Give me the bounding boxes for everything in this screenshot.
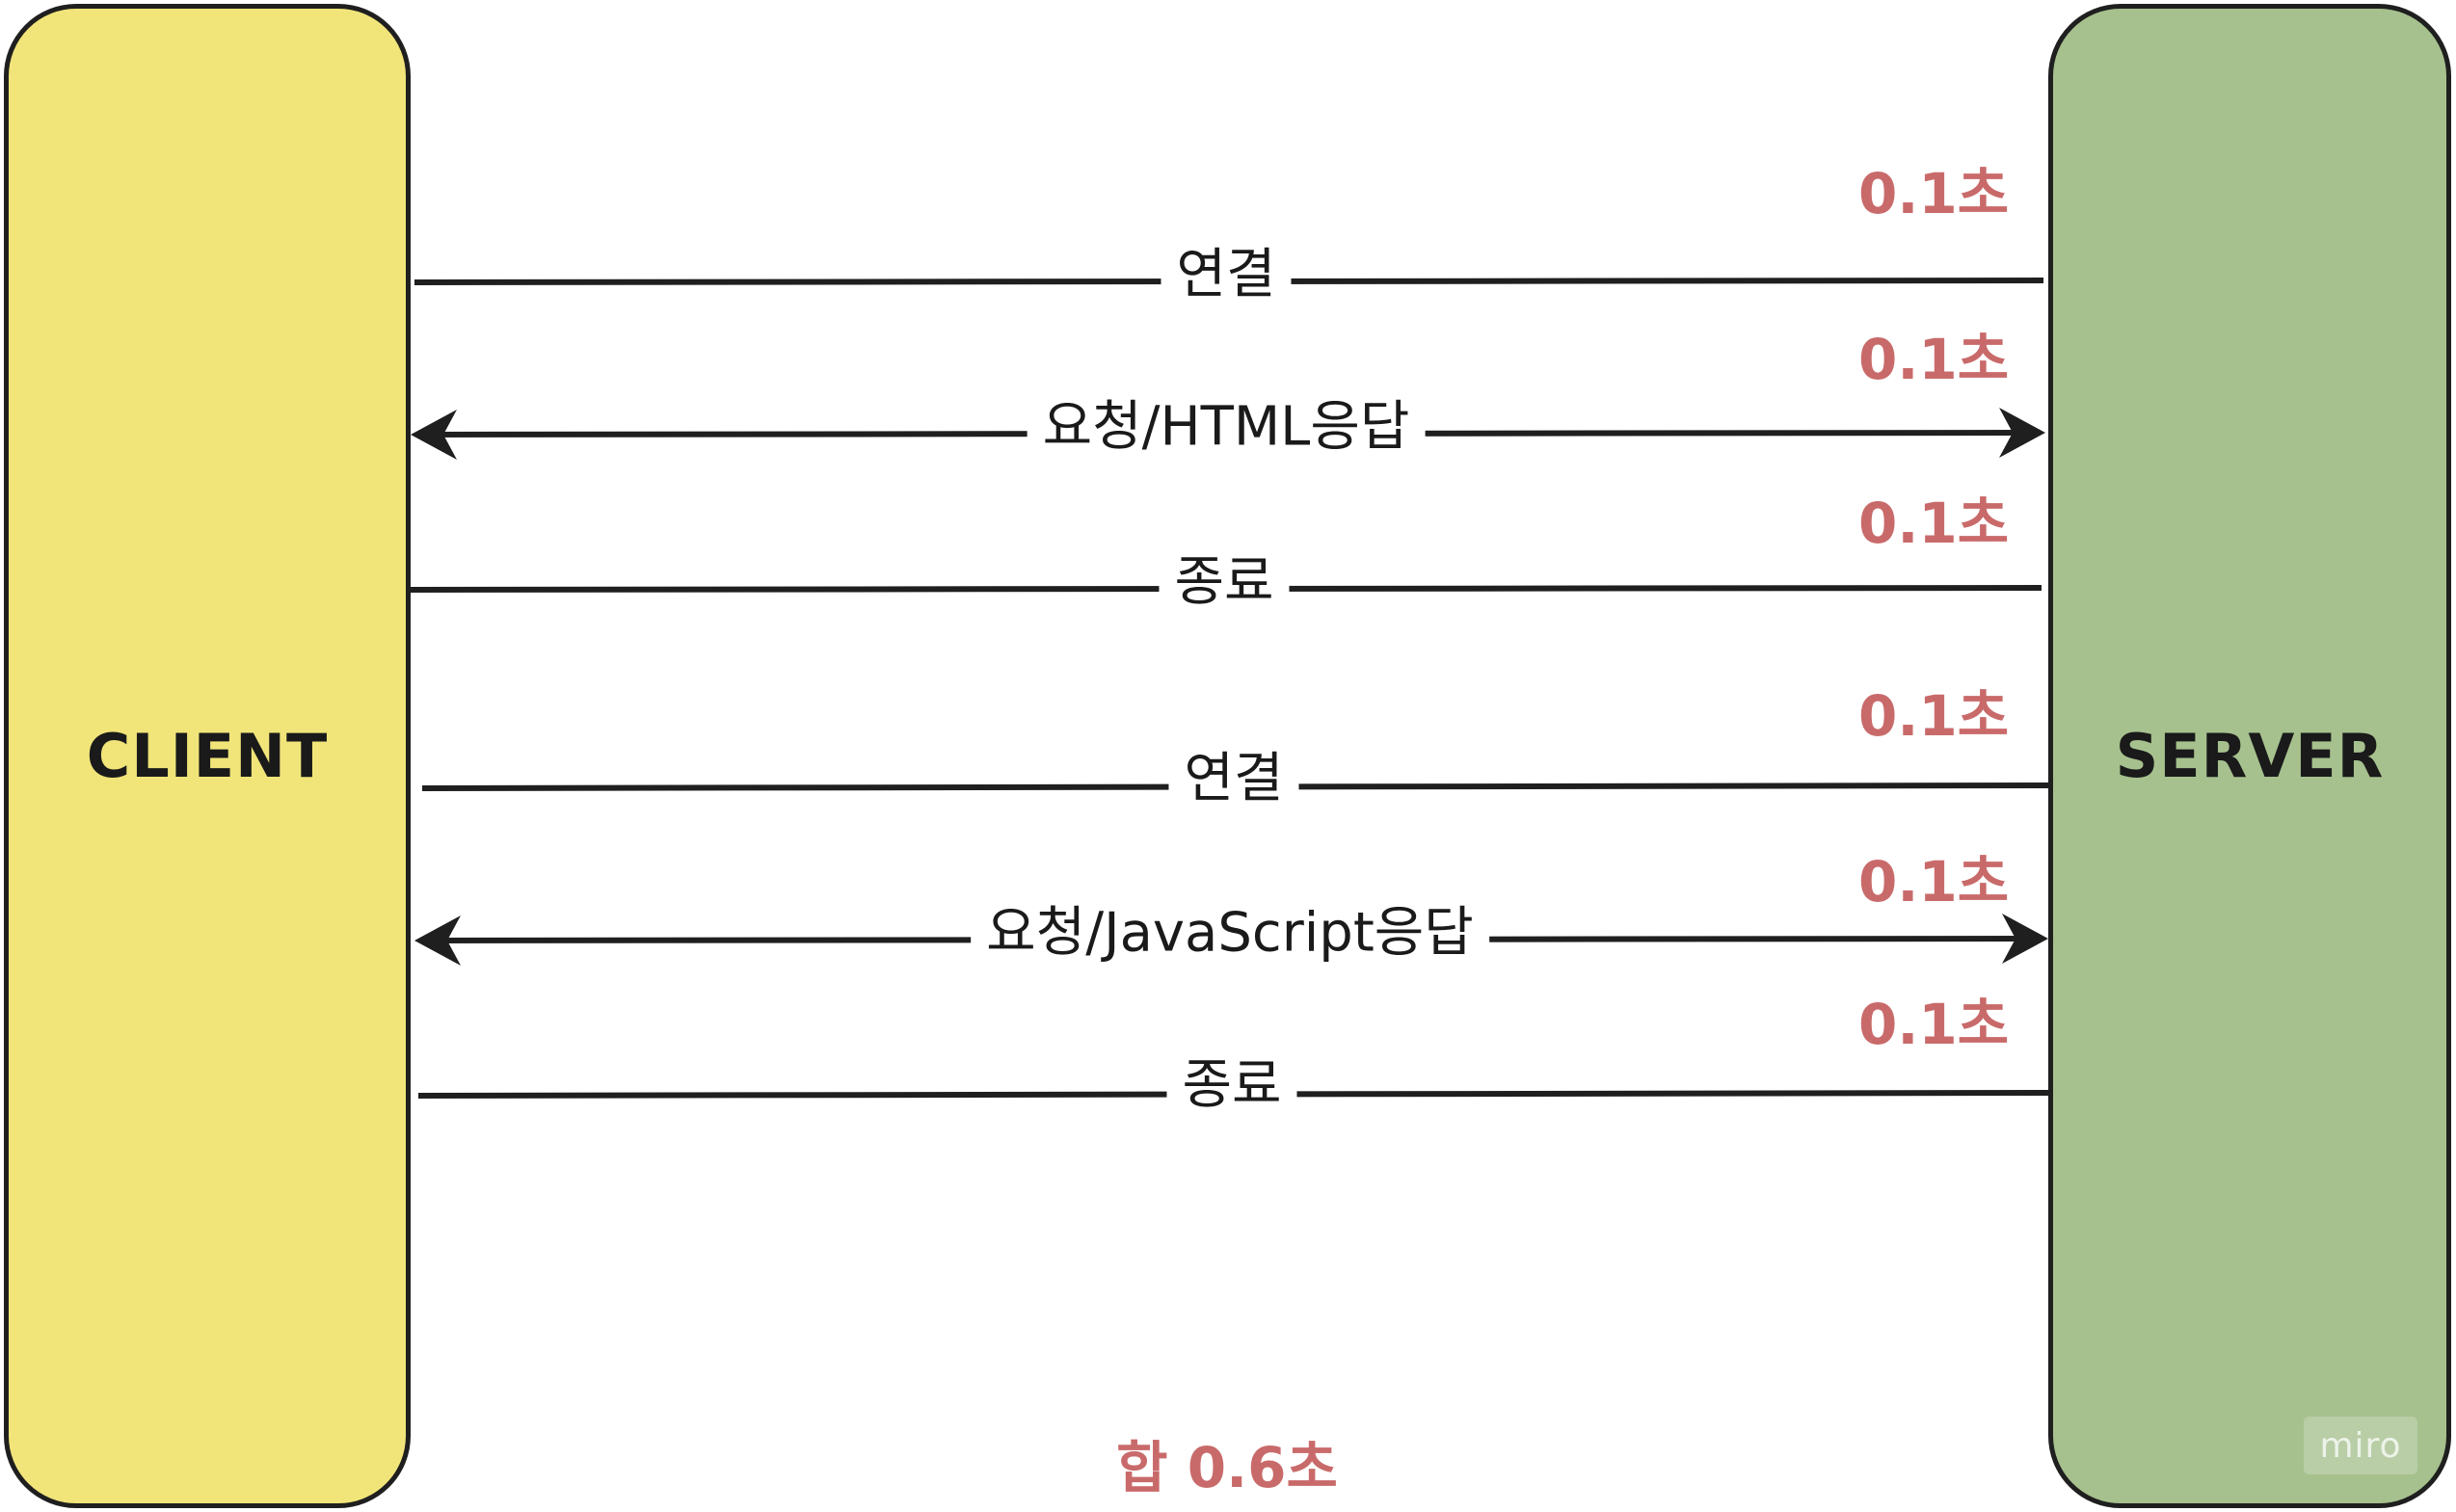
time-label-1: 0.1초 [1858, 161, 2010, 226]
message-label-close-1: 종료 [1159, 549, 1290, 615]
time-label-3: 0.1초 [1858, 491, 2010, 556]
arrowhead-right-5 [2002, 914, 2048, 964]
arrowhead-left-2 [411, 410, 457, 460]
time-label-2: 0.1초 [1858, 327, 2010, 392]
client-label: CLIENT [86, 721, 329, 791]
server-node[interactable]: SERVER [2048, 4, 2451, 1508]
message-label-connect-1: 연결 [1161, 242, 1292, 307]
message-label-close-2: 종료 [1166, 1052, 1297, 1118]
message-label-connect-2: 연결 [1168, 746, 1299, 811]
arrowhead-right-2 [1999, 408, 2045, 458]
total-time-label: 합 0.6초 [1116, 1435, 1338, 1500]
time-label-4: 0.1초 [1858, 683, 2010, 749]
client-node[interactable]: CLIENT [4, 4, 411, 1508]
miro-watermark: miro [2304, 1417, 2417, 1474]
message-label-html-response: 요청/HTML응답 [1027, 394, 1426, 460]
message-label-js-response: 요청/JavaScript응답 [971, 900, 1489, 966]
arrowhead-left-5 [414, 915, 461, 966]
time-label-6: 0.1초 [1858, 992, 2010, 1057]
server-label: SERVER [2115, 721, 2385, 791]
time-label-5: 0.1초 [1858, 849, 2010, 915]
